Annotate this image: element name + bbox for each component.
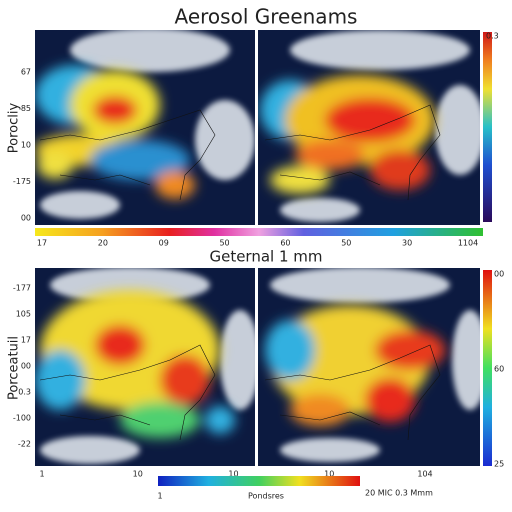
map-panel xyxy=(258,30,480,225)
colorbar-tick-label: 00 xyxy=(494,270,504,279)
map-panel xyxy=(35,268,255,466)
y-tick-label: -177 xyxy=(13,284,31,293)
y-tick-label: -175 xyxy=(13,177,31,186)
colorbar xyxy=(483,270,492,466)
legend-label: 1 xyxy=(157,492,162,501)
colorbar xyxy=(158,476,360,486)
colorbar-tick-label: 50 xyxy=(341,239,351,248)
colorbar-tick-label: 25 xyxy=(494,460,504,469)
colorbar-tick-label: 20 xyxy=(98,239,108,248)
colorbar-tick-label: 1104 xyxy=(458,239,478,248)
y-tick-label: 0.3 xyxy=(18,388,31,397)
y-tick-label: 00 xyxy=(21,362,31,371)
y-ticks: 67 85 10 -175 00 xyxy=(13,68,31,223)
map-panel xyxy=(258,268,480,466)
legend-label: Pondsres xyxy=(248,492,284,501)
y-axis-title: Porocliy xyxy=(7,102,22,153)
y-tick-label: 67 xyxy=(21,68,31,77)
title: Aerosol Greenams xyxy=(175,5,358,29)
y-ticks: -177 105 17 00 0.3 -100 -22 xyxy=(13,284,31,449)
x-tick-label: 10 xyxy=(324,470,334,479)
y-tick-label: 17 xyxy=(21,336,31,345)
colorbar-tick-label: 60 xyxy=(280,239,290,248)
y-tick-label: 10 xyxy=(21,141,31,150)
x-tick-label: 1 xyxy=(39,470,44,479)
colorbar-tick-label: 17 xyxy=(37,239,47,248)
x-tick-label: 10 xyxy=(133,470,143,479)
y-axis-title: Porceatuil xyxy=(7,336,22,400)
colorbar xyxy=(35,228,483,236)
y-tick-label: -22 xyxy=(18,440,31,449)
x-tick-label: 10 xyxy=(228,470,238,479)
colorbar-tick-label: 50 xyxy=(219,239,229,248)
y-tick-label: 00 xyxy=(21,214,31,223)
colorbar-ticks: 00 60 25 xyxy=(494,270,504,469)
colorbar xyxy=(483,32,492,222)
y-tick-label: 85 xyxy=(21,104,31,113)
legend-label: 20 MIC 0.3 Mmm xyxy=(365,489,433,498)
x-ticks: 1 10 10 10 104 xyxy=(39,470,432,479)
colorbar-ticks: 17 20 09 50 60 50 30 1104 xyxy=(37,239,478,248)
x-tick-label: 104 xyxy=(417,470,432,479)
y-tick-label: -100 xyxy=(13,414,31,423)
subtitle: Geternal 1 mm xyxy=(209,248,322,266)
colorbar-tick-label: 60 xyxy=(494,365,504,374)
colorbar-tick-label: 09 xyxy=(159,239,169,248)
map-panel xyxy=(35,30,255,225)
y-tick-label: 105 xyxy=(16,310,31,319)
colorbar-label: 0.3 xyxy=(486,32,499,41)
colorbar-tick-label: 30 xyxy=(402,239,412,248)
